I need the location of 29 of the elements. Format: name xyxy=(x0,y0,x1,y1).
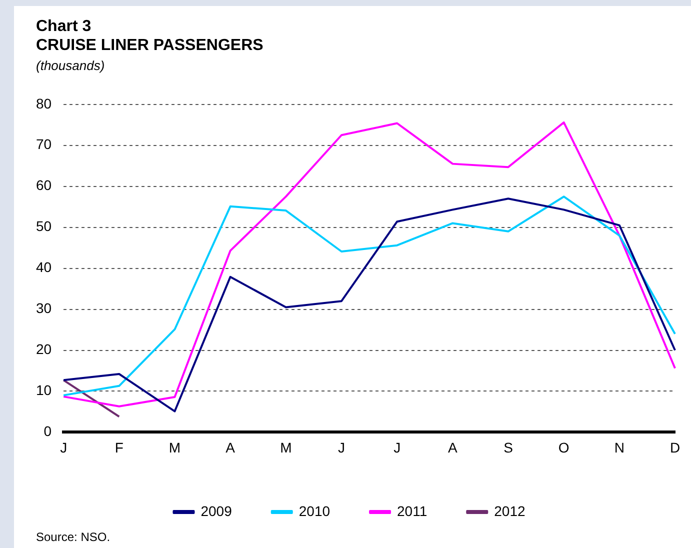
y-tick-label: 0 xyxy=(44,423,52,440)
x-tick-label: F xyxy=(114,439,124,456)
legend-label: 2009 xyxy=(200,502,232,519)
x-tick-label: J xyxy=(394,439,401,456)
y-tick-label: 30 xyxy=(36,300,52,316)
x-tick-label: O xyxy=(558,439,570,456)
x-tick-label: A xyxy=(448,439,458,456)
y-tick-label: 40 xyxy=(36,259,52,276)
x-tick-label: N xyxy=(614,439,624,456)
x-tick-label: S xyxy=(504,439,513,456)
y-axis-title: (thousands) xyxy=(36,58,105,73)
legend-label: 2011 xyxy=(397,502,428,519)
legend-label: 2010 xyxy=(298,502,330,519)
x-tick-label: J xyxy=(60,439,68,456)
x-tick-label: M xyxy=(280,439,292,456)
y-tick-label: 20 xyxy=(36,341,52,358)
y-tick-label: 50 xyxy=(36,218,52,234)
x-tick-label: J xyxy=(338,439,345,456)
x-tick-label: A xyxy=(226,439,236,456)
legend-label: 2012 xyxy=(494,502,526,519)
y-tick-label: 60 xyxy=(36,177,52,194)
chart-title: Chart 3 xyxy=(36,18,92,36)
y-tick-label: 70 xyxy=(36,136,52,152)
x-tick-label: M xyxy=(168,439,181,456)
chart-subtitle: CRUISE LINER PASSENGERS xyxy=(36,37,264,55)
x-tick-label: D xyxy=(670,439,680,456)
y-tick-label: 80 xyxy=(36,95,52,112)
source-note: Source: NSO. xyxy=(36,530,110,544)
y-tick-label: 10 xyxy=(36,382,52,398)
